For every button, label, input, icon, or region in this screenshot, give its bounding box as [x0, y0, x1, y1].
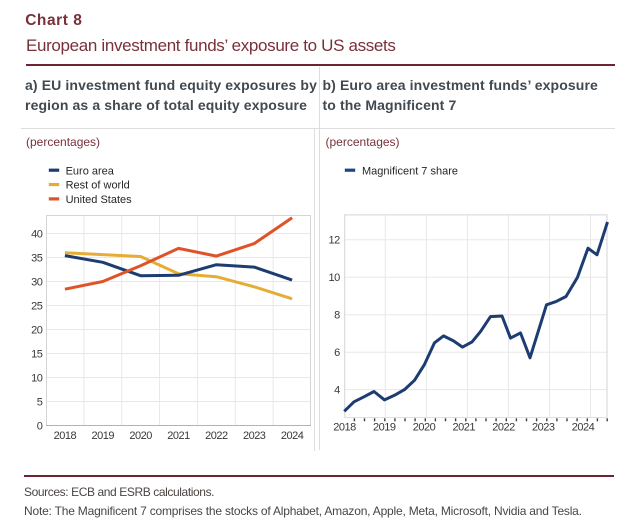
svg-text:15: 15	[31, 348, 43, 360]
svg-text:40: 40	[31, 228, 43, 240]
svg-text:2024: 2024	[281, 430, 304, 442]
svg-text:2024: 2024	[572, 421, 595, 433]
svg-text:2019: 2019	[92, 430, 115, 442]
svg-text:United States: United States	[66, 194, 133, 206]
svg-text:Magnificent 7 share: Magnificent 7 share	[362, 165, 458, 177]
svg-text:2023: 2023	[532, 421, 555, 433]
svg-text:2018: 2018	[333, 421, 356, 433]
svg-text:2020: 2020	[413, 421, 436, 433]
svg-text:0: 0	[37, 420, 43, 432]
svg-text:35: 35	[31, 252, 43, 264]
svg-text:6: 6	[334, 347, 340, 359]
svg-text:2021: 2021	[167, 430, 190, 442]
svg-text:4: 4	[334, 384, 340, 396]
svg-text:25: 25	[31, 300, 43, 312]
svg-text:2023: 2023	[243, 430, 266, 442]
svg-text:5: 5	[37, 396, 43, 408]
svg-text:20: 20	[31, 324, 43, 336]
svg-text:2022: 2022	[492, 421, 515, 433]
svg-text:30: 30	[31, 276, 43, 288]
svg-text:Rest of world: Rest of world	[66, 180, 130, 192]
svg-text:2021: 2021	[453, 421, 476, 433]
svg-text:10: 10	[328, 272, 340, 284]
svg-text:Euro area: Euro area	[66, 165, 115, 177]
svg-text:2019: 2019	[373, 421, 396, 433]
svg-text:8: 8	[334, 310, 340, 322]
svg-text:2018: 2018	[54, 430, 77, 442]
svg-text:12: 12	[328, 235, 340, 247]
svg-text:10: 10	[31, 372, 43, 384]
svg-text:2020: 2020	[129, 430, 152, 442]
svg-text:2022: 2022	[205, 430, 228, 442]
